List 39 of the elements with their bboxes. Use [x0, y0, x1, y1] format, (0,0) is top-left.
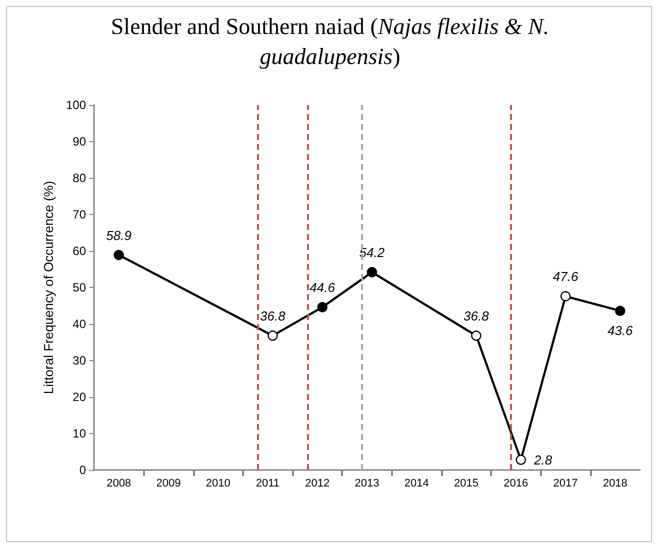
y-tick-label: 20 [72, 390, 86, 404]
point [516, 454, 526, 465]
x-tick-label: 2014 [404, 478, 429, 490]
data-label: 47.6 [552, 269, 579, 284]
point [560, 291, 571, 302]
point [366, 267, 378, 278]
x-tick-label: 2009 [156, 478, 181, 490]
chart-title: Slender and Southern naiad (Najas flexilis & N. guadalupensis) [110, 13, 550, 71]
point [268, 330, 278, 341]
x-tick-label: 2008 [106, 478, 132, 490]
x-tick-label: 2017 [553, 478, 578, 490]
data-label: 44.6 [310, 280, 336, 296]
x-tick-label: 2013 [354, 478, 380, 490]
data-label: 43.6 [607, 322, 634, 338]
x-tick-label: 2010 [206, 478, 230, 490]
y-tick-label: 70 [72, 208, 86, 222]
y-axis-title: Littoral Frequency of Occurrence (%) [41, 180, 56, 394]
y-tick-label: 50 [72, 280, 86, 294]
data-label: 36.8 [260, 308, 286, 324]
y-tick-label: 60 [72, 244, 86, 258]
x-tick-label: 2012 [305, 478, 330, 490]
x-tick-label: 2018 [602, 478, 628, 490]
point [317, 302, 328, 312]
y-tick-label: 80 [72, 171, 86, 185]
point [615, 306, 626, 316]
x-tick-label: 2011 [256, 478, 280, 490]
data-label: 2.8 [532, 452, 553, 468]
y-tick-label: 40 [72, 317, 86, 331]
data-label: 36.8 [464, 308, 490, 324]
y-tick-label: 0 [79, 463, 86, 477]
y-tick-label: 100 [66, 98, 86, 112]
y-tick-label: 10 [72, 426, 86, 440]
point [114, 250, 124, 260]
y-tick-label: 90 [72, 134, 86, 148]
x-tick-label: 2016 [504, 478, 528, 490]
point [471, 330, 482, 341]
y-tick-label: 30 [72, 354, 86, 368]
data-label: 58.9 [106, 228, 132, 243]
x-tick-label: 2015 [454, 478, 479, 490]
